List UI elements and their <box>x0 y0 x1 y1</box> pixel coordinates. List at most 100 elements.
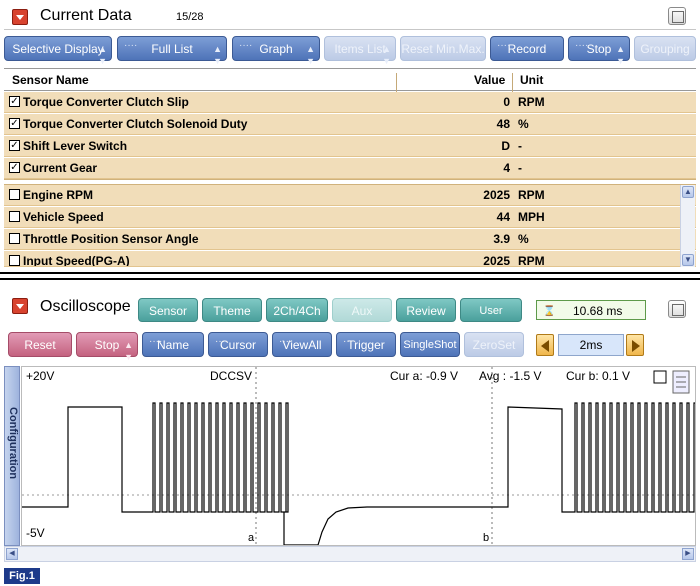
button-label: Items List <box>334 42 386 56</box>
spinner-icon: ▲ ▼ <box>98 44 107 66</box>
maximize-icon[interactable] <box>668 7 686 25</box>
sensor-value: 2025 <box>483 188 510 202</box>
spinner-icon: ▲ ▼ <box>124 340 133 362</box>
full-list-button[interactable]: ···· Full List ▲ ▼ <box>117 36 227 66</box>
items-list-button: Items List ▲ ▼ <box>324 36 396 66</box>
table-row[interactable]: Engine RPM 2025 RPM <box>4 185 696 206</box>
sensor-unit: RPM <box>518 188 545 202</box>
reset-min-max-button: Reset Min.Max. <box>400 36 486 61</box>
scope-waveform-svg: +20V -5V DCCSV Cur a: -0.9 V Avg : -1.5 … <box>22 367 697 546</box>
checkbox[interactable]: ✓ <box>9 118 20 129</box>
button-label: Reset <box>24 338 56 352</box>
cursor-a-marker: a <box>248 532 255 544</box>
table-row[interactable]: Vehicle Speed 44 MPH <box>4 207 696 228</box>
selective-display-button[interactable]: Selective Display ▲ ▼ <box>4 36 112 66</box>
sensor-name: Current Gear <box>23 161 98 175</box>
cursor-b-readout: Cur b: 0.1 V <box>566 369 630 383</box>
button-label: Stop <box>94 338 120 352</box>
table-row[interactable]: ✓ Current Gear 4 - <box>4 158 696 179</box>
sensor-name: Engine RPM <box>23 188 94 202</box>
table-header: Sensor Name Value Unit <box>4 68 696 94</box>
button-label: ViewAll <box>282 338 322 352</box>
trigger-button[interactable]: ···· Trigger <box>336 332 396 357</box>
cursor-button[interactable]: ···· Cursor <box>208 332 268 357</box>
zero-set-button: ZeroSet <box>464 332 524 357</box>
button-label: Record <box>507 42 547 56</box>
current-data-titlebar: Current Data 15/28 <box>4 4 696 30</box>
header-sensor-name[interactable]: Sensor Name <box>12 73 89 87</box>
configuration-tab[interactable]: Configuration <box>4 366 20 546</box>
sensor-button[interactable]: Sensor <box>138 298 198 322</box>
sensor-unit: - <box>518 139 522 153</box>
grouping-button: Grouping <box>634 36 696 61</box>
dots-icon: ···· <box>279 336 293 347</box>
sensor-name: Input Speed(PG-A) <box>23 254 130 267</box>
stop-button[interactable]: ···· Stop ▲ ▼ <box>568 36 630 66</box>
timebase-increase-icon[interactable] <box>626 334 644 356</box>
current-data-toolbar: Selective Display ▲ ▼ ···· Full List ▲ ▼ ····… <box>4 36 696 66</box>
table-row[interactable]: Throttle Position Sensor Angle 3.9 % <box>4 229 696 250</box>
panel-title: Current Data <box>40 7 132 24</box>
theme-button[interactable]: Theme <box>202 298 262 322</box>
table-scrollbar[interactable]: ▲ ▼ <box>680 185 695 267</box>
collapse-down-icon[interactable] <box>12 9 28 25</box>
spinner-icon: ▲ ▼ <box>616 44 625 66</box>
button-label: Grouping <box>640 42 690 56</box>
sensor-value: 2025 <box>483 254 510 267</box>
panel-title: Oscilloscope <box>40 298 131 315</box>
dots-icon: ···· <box>497 40 511 51</box>
sensor-name: Torque Converter Clutch Slip <box>23 95 189 109</box>
maximize-icon[interactable] <box>668 300 686 318</box>
configuration-label: Configuration <box>7 407 19 480</box>
table-row[interactable]: ✓ Shift Lever Switch D - <box>4 136 696 157</box>
screen-checkbox <box>653 370 667 384</box>
sensor-unit: - <box>518 161 522 175</box>
review-button[interactable]: Review <box>396 298 456 322</box>
checkbox[interactable]: ✓ <box>9 162 20 173</box>
reset-button[interactable]: Reset <box>8 332 72 357</box>
view-all-button[interactable]: ···· ViewAll <box>272 332 332 357</box>
item-count: 15/28 <box>176 11 204 23</box>
checkbox[interactable] <box>9 189 20 200</box>
spinner-icon: ▲ ▼ <box>213 44 222 66</box>
sensor-value: D <box>501 139 510 153</box>
panel-divider[interactable] <box>0 272 700 280</box>
table-row[interactable]: ✓ Torque Converter Clutch Slip 0 RPM <box>4 92 696 113</box>
checkbox[interactable] <box>9 211 20 222</box>
horizontal-scrollbar[interactable]: ◀ ▶ <box>4 546 696 562</box>
cursor-b-marker: b <box>483 532 489 544</box>
dots-icon: ···· <box>215 336 229 347</box>
current-data-panel: Current Data 15/28 Selective Display ▲ ▼ ·… <box>0 0 700 272</box>
checkbox[interactable]: ✓ <box>9 140 20 151</box>
sensor-unit: MPH <box>518 210 545 224</box>
table-row[interactable]: ✓ Torque Converter Clutch Solenoid Duty … <box>4 114 696 135</box>
channel-toggle-button[interactable]: 2Ch/4Ch <box>266 298 328 322</box>
column-divider <box>396 73 397 94</box>
record-button[interactable]: ···· Record <box>490 36 564 61</box>
graph-button[interactable]: ···· Graph ▲ ▼ <box>232 36 320 66</box>
checkbox[interactable]: ✓ <box>9 96 20 107</box>
scroll-left-icon[interactable]: ◀ <box>6 548 18 560</box>
scroll-up-icon[interactable]: ▲ <box>682 186 694 198</box>
scope-screen[interactable]: +20V -5V DCCSV Cur a: -0.9 V Avg : -1.5 … <box>21 366 697 546</box>
channel-waveform <box>22 402 697 546</box>
time-readout: ⌛ 10.68 ms <box>536 300 646 320</box>
header-value[interactable]: Value <box>474 73 506 87</box>
sensor-name: Vehicle Speed <box>23 210 104 224</box>
timebase-decrease-icon[interactable] <box>536 334 554 356</box>
header-unit[interactable]: Unit <box>520 73 544 87</box>
scope-stop-button[interactable]: Stop ▲ ▼ <box>76 332 138 362</box>
oscilloscope-toolbar: Reset Stop ▲ ▼ ···· Name ···· Cursor ···· Vie… <box>4 332 696 362</box>
name-button[interactable]: ···· Name <box>142 332 204 357</box>
single-shot-button[interactable]: SingleShot <box>400 332 460 357</box>
table-row[interactable]: Input Speed(PG-A) 2025 RPM <box>4 251 696 267</box>
timebase-value[interactable]: 2ms <box>558 334 624 356</box>
sensor-value: 4 <box>503 161 510 175</box>
user-setting-button[interactable]: User Setting <box>460 298 522 341</box>
checkbox[interactable] <box>9 233 20 244</box>
scroll-down-icon[interactable]: ▼ <box>682 254 694 266</box>
scroll-right-icon[interactable]: ▶ <box>682 548 694 560</box>
checkbox[interactable] <box>9 255 20 266</box>
collapse-down-icon[interactable] <box>12 298 28 314</box>
figure-label: Fig.1 <box>4 568 40 584</box>
